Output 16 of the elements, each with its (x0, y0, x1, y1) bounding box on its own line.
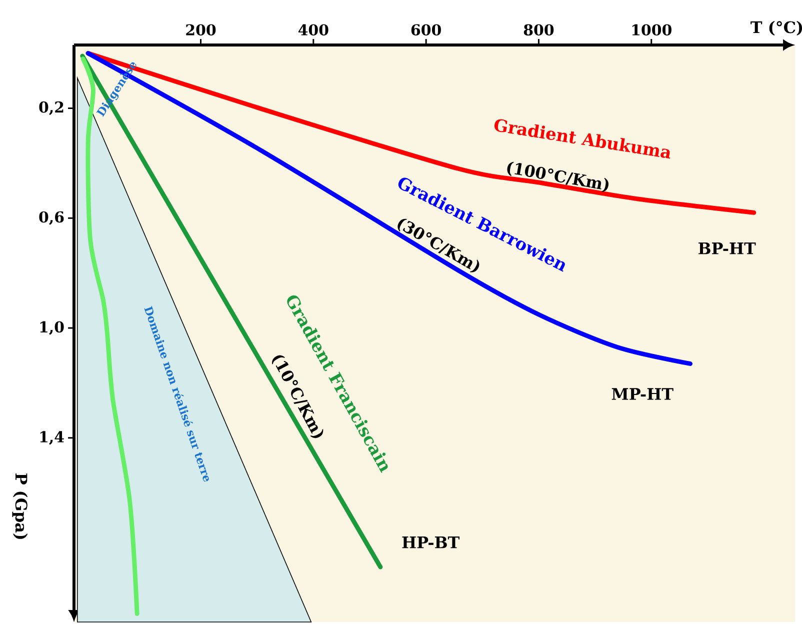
x-axis-title: T (°C) (750, 20, 802, 36)
y-axis-title: P (Gpa) (12, 474, 28, 539)
x-tick-label: 400 (298, 24, 328, 36)
text: Gradient Abukuma (494, 119, 670, 159)
annotation: BP-HT (698, 242, 756, 254)
y-tick-label: 1,0 (40, 321, 64, 335)
x-tick-label: 1000 (632, 24, 672, 36)
y-tick-label: 1,4 (40, 431, 64, 445)
x-tick-label: 600 (411, 24, 441, 36)
annotation: HP-BT (402, 536, 460, 548)
x-tick-label: 800 (524, 24, 554, 36)
annotation: MP-HT (612, 388, 674, 400)
x-tick-label: 200 (186, 24, 216, 36)
y-tick-label: 0,2 (39, 101, 64, 115)
line-series (80, 56, 140, 616)
y-tick-label: 0,6 (39, 211, 64, 225)
